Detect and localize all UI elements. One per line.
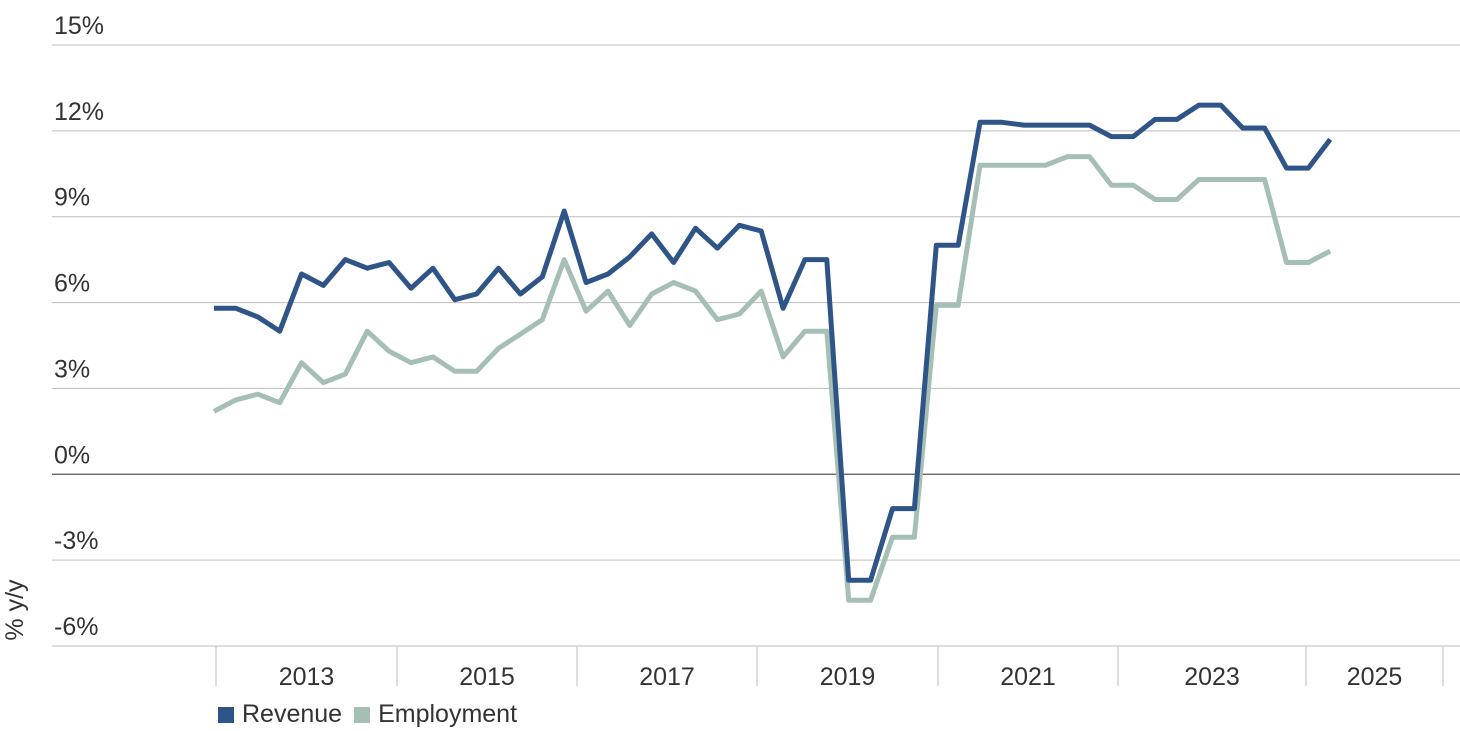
legend-swatch-employment <box>354 706 371 723</box>
legend-item-revenue: Revenue <box>218 700 342 729</box>
y-tick-label: -3% <box>54 527 98 555</box>
y-axis-title: % y/y <box>1 579 29 641</box>
y-tick-label: 6% <box>54 270 90 298</box>
series-line-employment <box>212 154 1332 603</box>
x-tick-label: 2013 <box>279 663 335 691</box>
y-tick-label: 0% <box>54 441 90 469</box>
legend-swatch-revenue <box>218 706 234 723</box>
legend-label-employment: Employment <box>378 700 518 728</box>
x-tick-label: 2025 <box>1347 663 1403 691</box>
x-tick-label: 2019 <box>820 663 876 691</box>
legend-item-employment: Employment <box>354 700 517 729</box>
x-tick-label: 2015 <box>459 663 515 691</box>
y-tick-label: 12% <box>54 98 104 126</box>
x-tick-label: 2023 <box>1184 663 1240 691</box>
legend: Revenue Employment <box>218 700 529 729</box>
y-tick-label: -6% <box>54 613 98 641</box>
series-lines <box>212 102 1333 603</box>
x-tick-label: 2017 <box>639 663 695 691</box>
x-tick-label: 2021 <box>1000 663 1056 691</box>
gridlines <box>52 44 1460 647</box>
y-tick-label: 15% <box>54 12 104 40</box>
legend-label-revenue: Revenue <box>242 700 343 728</box>
series-line-revenue <box>214 102 1333 583</box>
y-axis-tick-labels: 15% 12% 9% 6% 3% 0% -3% -6% <box>54 12 104 641</box>
y-tick-label: 9% <box>54 184 90 212</box>
x-axis: 2013 2015 2017 2019 2021 2023 2025 <box>215 646 1444 691</box>
y-tick-label: 3% <box>54 355 90 383</box>
